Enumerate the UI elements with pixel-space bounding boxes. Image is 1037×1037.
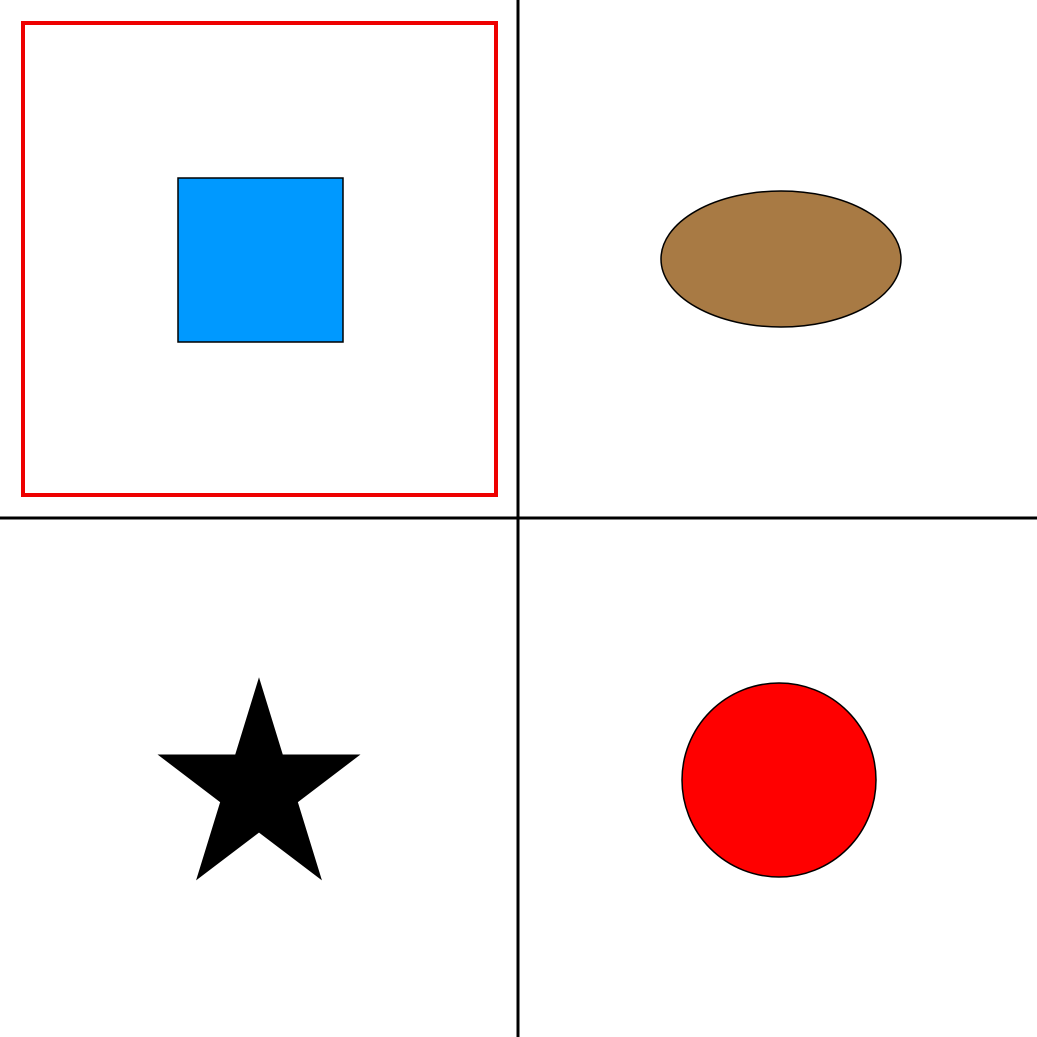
blue-square-shape[interactable]	[177, 177, 344, 343]
brown-ellipse-shape[interactable]	[660, 190, 902, 328]
selection-highlight	[21, 21, 498, 497]
red-circle-shape[interactable]	[681, 682, 877, 878]
black-star-shape[interactable]	[157, 677, 361, 881]
